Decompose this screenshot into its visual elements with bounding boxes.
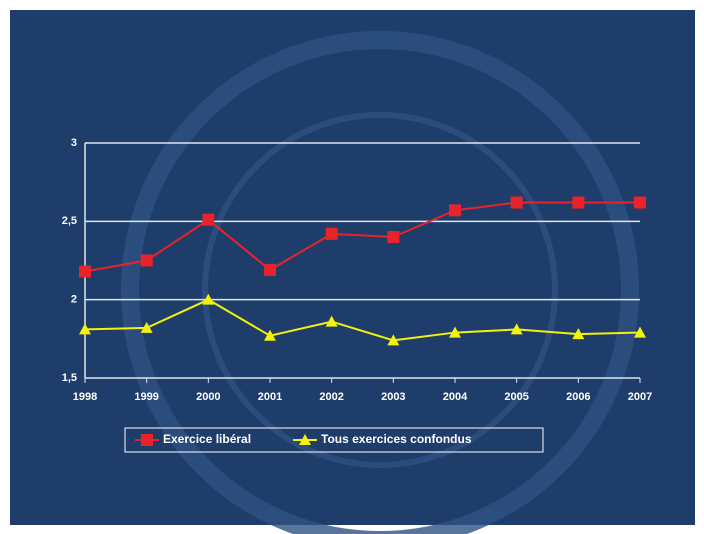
legend-label: Exercice libéral [163,432,251,446]
point [325,315,338,327]
x-tick-label: 1999 [134,391,158,403]
point [510,323,523,335]
point [79,323,91,335]
point [264,263,276,276]
x-tick-label: 2000 [196,391,220,403]
point [634,196,646,209]
x-tick-label: 2003 [381,391,405,403]
point [387,334,400,346]
point [572,196,585,209]
x-tick-label: 1998 [73,391,97,403]
y-tick-label: 2,5 [62,215,77,227]
x-tick-label: 2005 [504,391,528,403]
y-tick-label: 2 [71,294,77,306]
point [202,293,215,305]
point [202,213,215,226]
legend-box [124,427,544,453]
y-tick-label: 3 [71,137,77,149]
point [264,329,276,341]
point [449,326,461,338]
point [325,227,338,240]
legend-label: Tous exercices confondus [321,432,472,446]
x-tick-label: 2002 [319,391,343,403]
point [634,326,646,338]
x-tick-label: 2007 [628,391,652,403]
x-tick-label: 2004 [443,391,468,403]
point [140,254,153,267]
point [572,328,585,340]
legend-marker [299,434,311,445]
watermark [121,31,639,534]
y-tick-label: 1,5 [62,372,77,384]
series-line [84,201,640,273]
legend-marker [141,434,153,446]
point [449,204,461,217]
point [140,321,153,333]
x-tick-label: 2006 [566,391,590,403]
point [79,265,91,278]
x-tick-label: 2001 [258,391,282,403]
point [387,231,400,243]
series-line [84,298,641,342]
point [510,196,523,209]
